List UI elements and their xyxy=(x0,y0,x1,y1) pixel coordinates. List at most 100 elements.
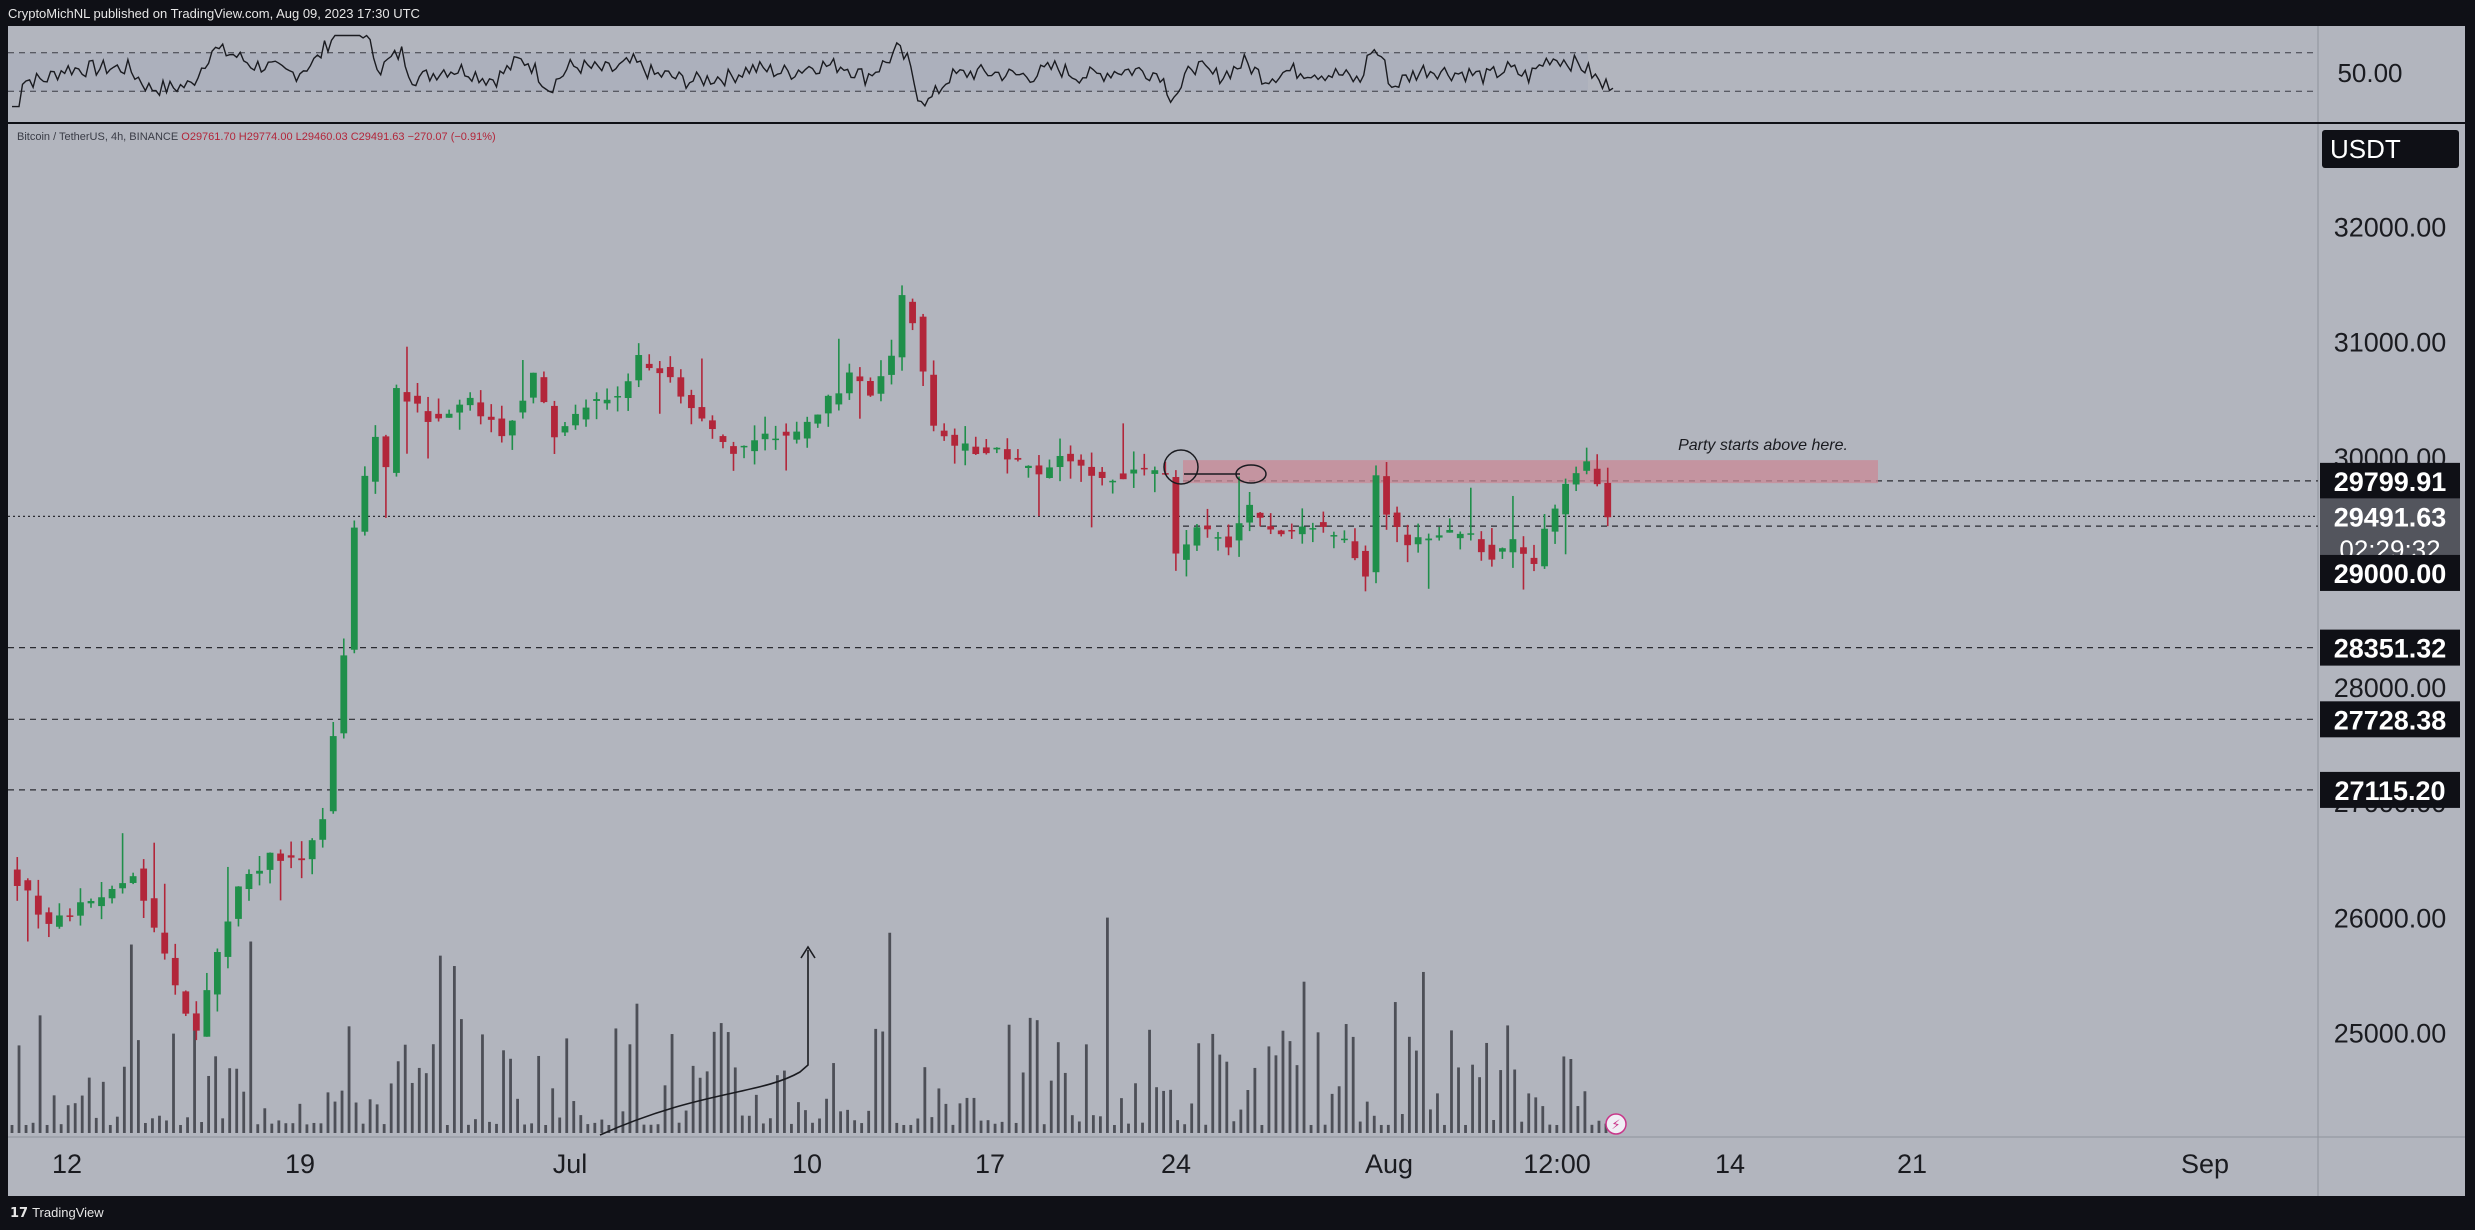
volume-bar xyxy=(684,1110,688,1133)
volume-bar xyxy=(1534,1097,1538,1133)
volume-bar xyxy=(1337,1086,1341,1133)
publisher-bar: CryptoMichNL published on TradingView.co… xyxy=(0,0,2475,26)
horizontal-levels xyxy=(8,480,2318,791)
candle-body xyxy=(1341,538,1348,541)
lightning-icon xyxy=(1605,1113,1627,1135)
volume-bar xyxy=(572,1101,576,1133)
volume-bar xyxy=(228,1068,232,1133)
volume-bar xyxy=(1232,1121,1236,1133)
volume-bar xyxy=(1113,1124,1116,1133)
candle-body xyxy=(687,395,695,409)
volume-bar xyxy=(467,1124,470,1133)
price-tick-label: 26000.00 xyxy=(2334,903,2447,933)
candle-body xyxy=(1235,523,1243,541)
time-scale[interactable]: 12 19 Jul 10 17 24 Aug 12:00 14 21 Sep xyxy=(52,1149,2229,1179)
candle-body xyxy=(645,363,653,369)
volume-bar xyxy=(1155,1087,1158,1133)
candle-body xyxy=(350,527,358,650)
candle-body xyxy=(1056,455,1064,468)
volume-bar xyxy=(1169,1089,1173,1133)
candle-body xyxy=(1425,538,1433,541)
volume-bar xyxy=(94,1117,98,1133)
volume-bar xyxy=(649,1124,653,1133)
volume-bar xyxy=(691,1065,695,1133)
volume-bar xyxy=(909,1124,913,1133)
candle-body xyxy=(1246,504,1254,523)
time-tick-label: 19 xyxy=(285,1149,315,1179)
volume-arrow-line xyxy=(599,950,809,1136)
volume-bar xyxy=(1478,1077,1481,1133)
volume-bar xyxy=(80,1095,84,1133)
volume-bar xyxy=(1569,1059,1573,1133)
candle-body xyxy=(888,355,895,375)
candle-body xyxy=(1383,476,1390,515)
volume-bar xyxy=(1457,1067,1460,1133)
volume-bar xyxy=(993,1123,997,1133)
candle-body xyxy=(1572,473,1580,485)
tradingview-logo[interactable]: 17 TradingView xyxy=(10,1205,104,1221)
volume-bar xyxy=(410,1082,414,1133)
candle-body xyxy=(477,402,485,417)
volume-bar xyxy=(59,1124,63,1133)
candle-body xyxy=(77,902,84,916)
volume-bar xyxy=(1127,1123,1130,1133)
volume-bar xyxy=(544,1124,548,1133)
volume-bar xyxy=(705,1071,709,1133)
candle-body xyxy=(1604,482,1612,518)
volume-bar xyxy=(452,966,456,1133)
volume-bar xyxy=(1190,1103,1194,1133)
volume-bar xyxy=(45,1124,49,1133)
volume-bar xyxy=(424,1073,428,1133)
candle-body xyxy=(1225,536,1232,548)
candle-body xyxy=(529,372,537,398)
candle-body xyxy=(1151,470,1159,474)
volume-bar xyxy=(186,1117,189,1133)
candle-body xyxy=(603,399,611,404)
volume-bar xyxy=(902,1124,906,1133)
volume-bar xyxy=(733,1067,737,1133)
volume-bar xyxy=(108,1124,112,1133)
volume-bar xyxy=(1555,1124,1559,1133)
candle-body xyxy=(161,932,169,954)
volume-bar xyxy=(151,1118,154,1133)
volume-bar xyxy=(895,1122,899,1133)
volume-bar xyxy=(502,1050,505,1133)
volume-bar xyxy=(438,955,442,1133)
volume-bar xyxy=(10,1124,14,1133)
time-tick-label: Jul xyxy=(553,1149,588,1179)
volume-bar xyxy=(361,1123,365,1133)
volume-bar xyxy=(1295,1065,1299,1133)
zone-annotation: Party starts above here. xyxy=(1678,437,1848,454)
volume-bar xyxy=(740,1115,744,1133)
volume-bar xyxy=(1344,1024,1348,1133)
time-tick-label: 21 xyxy=(1897,1149,1927,1179)
candle-body xyxy=(55,915,63,927)
legend-ohlc: O29761.70 H29774.00 L29460.03 C29491.63 … xyxy=(181,131,496,143)
volume-bar xyxy=(347,1026,351,1133)
volume-bar xyxy=(1604,1123,1608,1133)
volume-bar xyxy=(66,1105,70,1133)
candle-body xyxy=(635,355,643,381)
volume-bar xyxy=(1091,1115,1095,1133)
candle-body xyxy=(1593,468,1601,485)
candle-body xyxy=(150,898,158,928)
volume-bar xyxy=(944,1103,948,1133)
candle-body xyxy=(1509,539,1517,553)
volume-bar xyxy=(1106,917,1109,1133)
level-label-27115.20: 27115.20 xyxy=(2334,776,2445,806)
volume-bar xyxy=(1056,1042,1060,1133)
volume-bar xyxy=(1134,1083,1137,1133)
candle-body xyxy=(1298,526,1306,535)
level-label-29799.91: 29799.91 xyxy=(2334,467,2447,497)
price-scale[interactable]: USDT25000.0026000.0027000.0028000.002900… xyxy=(2320,130,2460,1048)
time-tick-label: Aug xyxy=(1365,1149,1413,1179)
candle-body xyxy=(361,475,369,532)
symbol-legend: Bitcoin / TetherUS, 4h, BINANCE O29761.7… xyxy=(17,131,496,143)
volume-bar xyxy=(1393,1002,1397,1133)
candle-body xyxy=(382,436,390,468)
candle-body xyxy=(972,446,980,455)
candle-body xyxy=(572,413,579,426)
rsi-pane: 50.00 xyxy=(8,34,2403,108)
candle-body xyxy=(224,921,232,957)
